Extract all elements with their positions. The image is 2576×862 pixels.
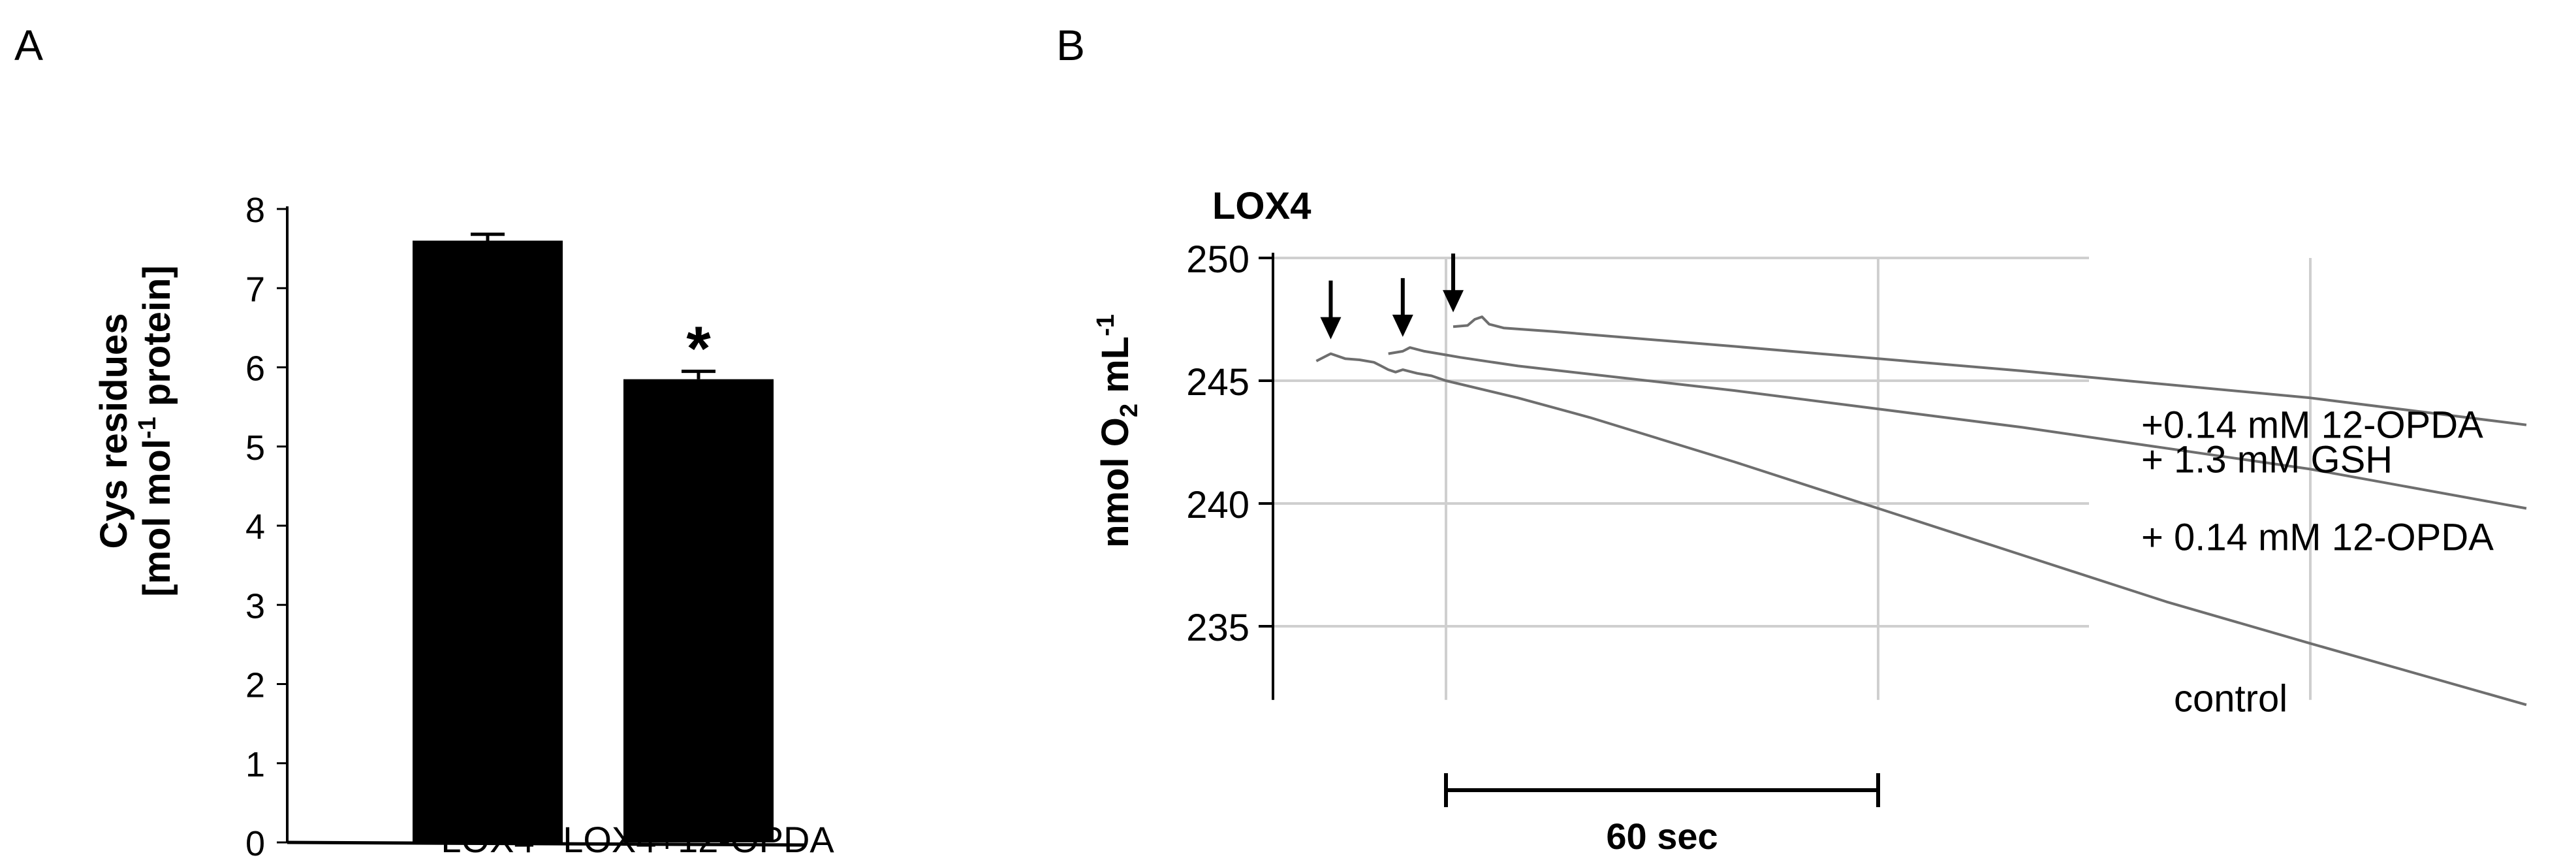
trace-chart-ytick-label: 250 (1186, 238, 1249, 281)
trace-chart-grid (1273, 257, 2312, 700)
addition-arrow-head (1320, 317, 1342, 340)
significance-asterisk: * (686, 314, 711, 384)
bar-chart-category-label: LOX4 (441, 819, 534, 860)
trace-chart-title: LOX4 (1212, 185, 1312, 227)
trace-series-3 (1315, 352, 2527, 707)
trace-series-2-label: + 1.3 mM GSH (2141, 438, 2393, 481)
trace-chart-series (1315, 315, 2527, 707)
trace-chart-ylabel-mid: mL (1094, 336, 1137, 404)
trace-chart-ylabel-sub: 2 (1116, 404, 1143, 417)
trace-chart-ylabel: nmol O2 mL-1 (1092, 314, 1143, 548)
trace-chart: LOX4 nmol O2 mL-1 235 240 245 250 +0.14 mM … (1092, 185, 2527, 857)
trace-series-1-label: +0.14 mM 12-OPDA (2141, 404, 2483, 447)
bar-1 (413, 240, 563, 842)
bar-chart-ytick-label: 7 (245, 270, 265, 309)
bar-chart-ytick-label: 4 (245, 507, 265, 547)
trace-chart-ytick-label: 245 (1186, 361, 1249, 404)
trace-chart-ylabel-pre: nmol O (1094, 417, 1137, 548)
trace-chart-yticks: 235 240 245 250 (1186, 238, 1273, 649)
bar-chart-ytick-label: 5 (245, 428, 265, 468)
bar-chart-bars: * (413, 232, 774, 842)
trace-chart-scalebar: 60 sec (1444, 773, 1880, 857)
bar-2 (623, 379, 774, 842)
bar-chart-ylabel-line2: [mol mol-1 protein] (134, 265, 178, 596)
bar-chart-ytick-label: 6 (245, 349, 265, 389)
trace-series-2-label: + 0.14 mM 12-OPDA (2141, 517, 2494, 559)
trace-series-3-label: control (2174, 677, 2287, 720)
bar-chart-ylabel-line1: Cys residues (93, 313, 135, 549)
bar-chart-ytick-label: 0 (245, 824, 265, 862)
bar-chart-ylabel-line2-post: protein] (136, 265, 178, 417)
trace-chart-ytick-label: 235 (1186, 607, 1249, 649)
trace-series-2 (1388, 346, 2527, 510)
trace-series-1 (1453, 315, 2527, 426)
bar-chart-categories: LOX4 LOX4+12-OPDA (441, 819, 834, 860)
trace-chart-arrows (1320, 253, 1464, 340)
trace-chart-series-labels: +0.14 mM 12-OPDA+ 1.3 mM GSH + 0.14 mM 12… (2141, 404, 2494, 720)
addition-arrow-head (1443, 290, 1464, 313)
bar-chart-ytick-label: 2 (245, 666, 265, 705)
bar-chart-ylabel-line2-sup: -1 (134, 417, 161, 439)
bar-chart-ytick-label: 8 (245, 191, 265, 230)
bar-chart-axes (286, 206, 807, 847)
bar-chart-ytick-label: 3 (245, 586, 265, 626)
bar-chart-yticks: 0 1 2 3 4 5 6 7 8 (245, 191, 287, 862)
trace-chart-ylabel-sup: -1 (1092, 314, 1120, 336)
bar-chart-x-axis (287, 840, 807, 847)
bar-chart-ytick-label: 1 (245, 745, 265, 784)
bar-chart-ylabel-line2-pre: [mol mol (136, 439, 178, 597)
addition-arrow-head (1392, 314, 1413, 337)
bar-chart: Cys residues [mol mol-1 protein] 0 1 2 3 4 5 6… (93, 191, 834, 862)
trace-chart-ytick-label: 240 (1186, 484, 1249, 526)
panel-a-letter: A (14, 21, 43, 69)
panel-b-letter: B (1056, 21, 1085, 69)
bar-chart-category-label: LOX4+12-OPDA (563, 819, 834, 860)
scalebar-label: 60 sec (1606, 816, 1718, 857)
